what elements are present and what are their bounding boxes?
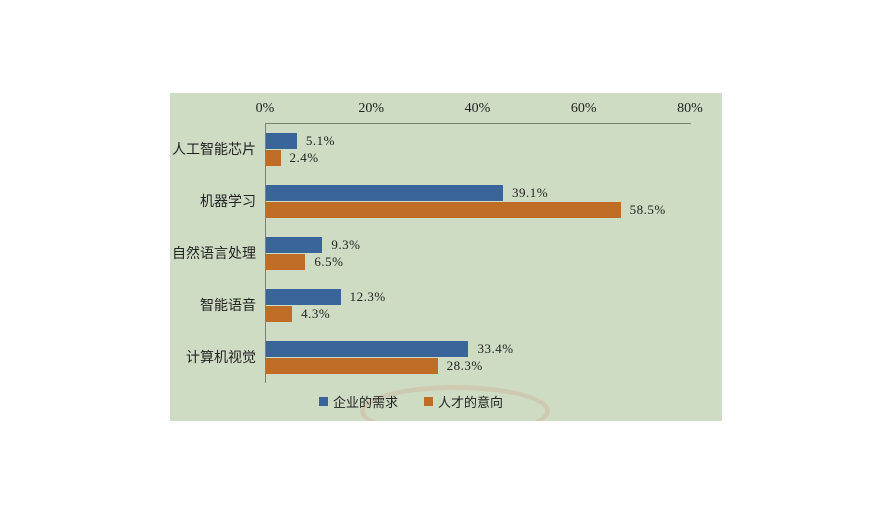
bar-企业的需求 (266, 341, 469, 357)
x-axis-tick: 60% (570, 101, 597, 116)
bar-人才的意向 (266, 202, 621, 218)
bar-line: 28.3% (266, 358, 722, 374)
y-axis-line (265, 123, 266, 383)
bar-line: 6.5% (266, 254, 722, 270)
legend-swatch-icon (424, 397, 433, 406)
bar-人才的意向 (266, 358, 438, 374)
bar-line: 58.5% (266, 202, 722, 218)
legend: 企业的需求 人才的意向 (170, 392, 652, 411)
data-label: 6.5% (314, 254, 344, 269)
bar-企业的需求 (266, 185, 504, 201)
category-row: 人工智能芯片 5.1% 2.4% (172, 123, 691, 175)
category-label: 智能语音 (200, 299, 256, 314)
bar-line: 33.4% (266, 341, 722, 357)
bar-line: 4.3% (266, 306, 722, 322)
data-label: 9.3% (331, 237, 361, 252)
bar-企业的需求 (266, 133, 297, 149)
legend-item: 人才的意向 (424, 392, 503, 411)
data-label: 4.3% (301, 306, 331, 321)
bar-人才的意向 (266, 254, 306, 270)
data-label: 12.3% (349, 289, 386, 304)
category-row: 智能语音 12.3% 4.3% (200, 279, 691, 331)
bar-企业的需求 (266, 237, 323, 253)
data-label: 2.4% (289, 150, 319, 165)
bar-line: 2.4% (266, 150, 722, 166)
x-axis-line (265, 123, 691, 124)
data-label: 39.1% (512, 185, 549, 200)
category-label: 人工智能芯片 (172, 143, 256, 158)
category-row: 机器学习 39.1% 58.5% (200, 175, 691, 227)
bar-line: 9.3% (266, 237, 722, 253)
x-axis-ticks: 0% 20% 40% 60% 80% (256, 101, 703, 121)
legend-swatch-icon (318, 397, 328, 406)
legend-label: 人才的意向 (438, 395, 504, 410)
x-axis-tick: 40% (464, 101, 491, 116)
data-label: 58.5% (629, 202, 666, 217)
bar-line: 12.3% (266, 289, 722, 305)
data-label: 5.1% (305, 133, 335, 148)
category-row: 自然语言处理 9.3% 6.5% (172, 227, 691, 279)
category-label: 机器学习 (200, 195, 256, 210)
data-label: 28.3% (446, 358, 483, 373)
legend-label: 企业的需求 (332, 395, 398, 410)
category-label: 自然语言处理 (172, 247, 256, 262)
x-axis-tick: 0% (255, 101, 275, 116)
bar-人才的意向 (266, 150, 281, 166)
bar-企业的需求 (266, 289, 341, 305)
x-axis-tick: 80% (677, 101, 703, 116)
legend-item: 企业的需求 (318, 392, 398, 411)
bar-line: 5.1% (266, 133, 722, 149)
plot-rows: 人工智能芯片 5.1% 2.4% 机器学习 39.1% 58.5% 自然语言处理 9.3% 6.… (172, 123, 691, 383)
bar-人才的意向 (266, 306, 293, 322)
x-axis-tick: 20% (358, 101, 385, 116)
chart-panel: 0% 20% 40% 60% 80% 人工智能芯片 5.1% 2.4% 机器学习 39.1% 58… (170, 93, 722, 421)
category-label: 计算机视觉 (186, 351, 256, 366)
category-row: 计算机视觉 33.4% 28.3% (186, 331, 691, 383)
data-label: 33.4% (477, 341, 514, 356)
bar-line: 39.1% (266, 185, 722, 201)
